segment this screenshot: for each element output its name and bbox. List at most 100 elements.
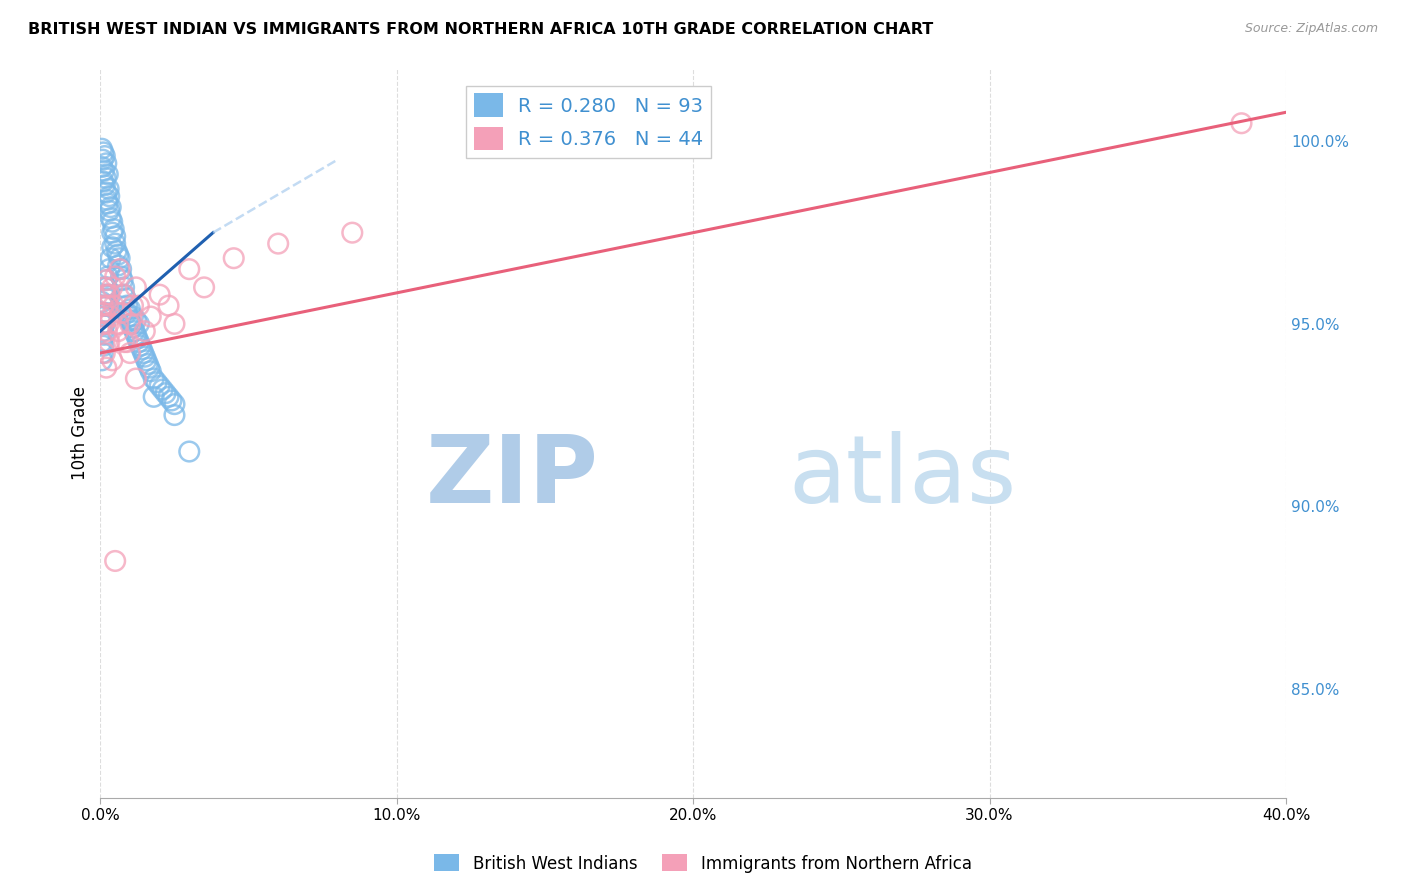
Point [98, 287, 121, 301]
Legend: British West Indians, Immigrants from Northern Africa: British West Indians, Immigrants from No… [427, 847, 979, 880]
Point [135, 353, 157, 368]
Point [127, 331, 149, 345]
Point [90, 310, 112, 324]
Point [90, 142, 112, 156]
Point [110, 269, 132, 284]
Point [103, 299, 125, 313]
Point [179, 262, 201, 277]
Point [112, 287, 135, 301]
Point [104, 269, 127, 284]
Point [117, 310, 139, 324]
Point [163, 397, 186, 411]
Point [94, 306, 117, 320]
Point [90, 160, 112, 174]
Point [118, 317, 141, 331]
Point [124, 324, 146, 338]
Point [112, 287, 135, 301]
Point [91, 299, 114, 313]
Point [342, 226, 364, 240]
Point [125, 371, 148, 385]
Point [157, 390, 180, 404]
Point [98, 262, 121, 277]
Point [97, 167, 120, 181]
Point [222, 251, 245, 265]
Point [100, 200, 122, 214]
Point [107, 247, 129, 261]
Point [94, 346, 117, 360]
Text: Source: ZipAtlas.com: Source: ZipAtlas.com [1244, 22, 1378, 36]
Point [125, 313, 148, 327]
Point [107, 317, 129, 331]
Point [98, 203, 121, 218]
Point [114, 291, 136, 305]
Point [94, 299, 117, 313]
Point [112, 335, 135, 350]
Point [96, 324, 118, 338]
Point [94, 280, 117, 294]
Point [91, 339, 114, 353]
Point [93, 306, 115, 320]
Text: ZIP: ZIP [426, 431, 599, 523]
Point [134, 350, 156, 364]
Point [142, 390, 165, 404]
Legend: R = 0.280   N = 93, R = 0.376   N = 44: R = 0.280 N = 93, R = 0.376 N = 44 [465, 86, 711, 158]
Point [101, 353, 124, 368]
Point [94, 317, 117, 331]
Point [93, 310, 115, 324]
Point [91, 306, 114, 320]
Point [112, 280, 135, 294]
Point [128, 317, 150, 331]
Point [101, 215, 124, 229]
Point [149, 287, 172, 301]
Point [145, 376, 167, 390]
Point [98, 189, 121, 203]
Point [93, 327, 115, 342]
Point [98, 335, 121, 350]
Point [139, 364, 162, 378]
Point [138, 360, 160, 375]
Point [110, 306, 132, 320]
Point [139, 310, 162, 324]
Point [104, 554, 127, 568]
Point [131, 343, 153, 357]
Point [91, 145, 114, 160]
Point [104, 236, 127, 251]
Point [115, 306, 138, 320]
Point [163, 317, 186, 331]
Point [128, 335, 150, 350]
Point [107, 324, 129, 338]
Point [104, 229, 127, 244]
Point [163, 408, 186, 422]
Point [100, 310, 122, 324]
Point [100, 211, 122, 225]
Point [134, 324, 156, 338]
Point [160, 393, 183, 408]
Point [90, 335, 112, 350]
Point [155, 386, 177, 401]
Point [91, 346, 114, 360]
Point [90, 317, 112, 331]
Point [97, 299, 120, 313]
Point [118, 346, 141, 360]
Point [91, 317, 114, 331]
Point [96, 193, 118, 207]
Point [122, 320, 145, 334]
Point [125, 280, 148, 294]
Point [94, 287, 117, 301]
Point [101, 226, 124, 240]
Point [91, 175, 114, 189]
Point [90, 295, 112, 310]
Point [94, 178, 117, 193]
Point [136, 357, 159, 371]
Point [91, 153, 114, 167]
Point [97, 269, 120, 284]
Point [96, 299, 118, 313]
Point [96, 360, 118, 375]
Point [101, 280, 124, 294]
Point [93, 163, 115, 178]
Point [118, 313, 141, 327]
Point [97, 182, 120, 196]
Point [121, 317, 143, 331]
Point [105, 244, 128, 258]
Point [101, 240, 124, 254]
